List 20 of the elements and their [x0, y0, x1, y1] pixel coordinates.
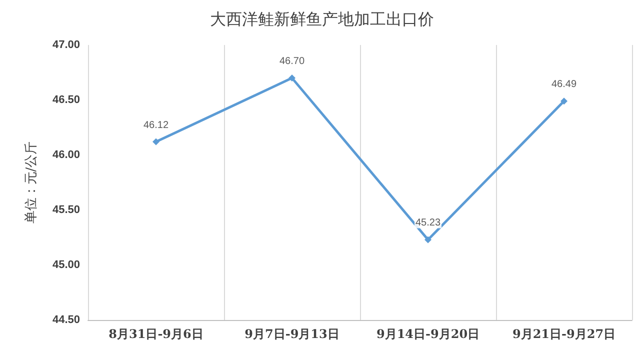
x-tick-label: 9月7日-9月13日 [244, 327, 340, 341]
data-label: 45.23 [415, 218, 441, 229]
y-tick-label: 45.00 [52, 259, 80, 271]
data-label: 46.70 [279, 56, 305, 67]
point [424, 236, 432, 244]
point [152, 138, 160, 146]
y-tick-label: 46.50 [52, 94, 80, 106]
data-label: 46.12 [143, 120, 169, 131]
x-tick-label: 8月31日-9月6日 [108, 327, 204, 341]
point [560, 98, 568, 105]
data-label: 46.49 [551, 79, 577, 90]
y-tick-label: 47.00 [52, 39, 80, 51]
y-axis-title: 单位：元/公斤 [24, 141, 39, 224]
x-tick-label: 9月21日-9月27日 [512, 327, 616, 341]
point [288, 74, 296, 82]
x-tick-label: 9月14日-9月20日 [376, 327, 480, 341]
y-tick-label: 44.50 [52, 314, 80, 326]
y-tick-label: 46.00 [52, 149, 80, 161]
y-tick-label: 45.50 [52, 204, 80, 216]
chart-title: 大西洋鲑新鲜鱼产地加工出口价 [210, 10, 434, 28]
